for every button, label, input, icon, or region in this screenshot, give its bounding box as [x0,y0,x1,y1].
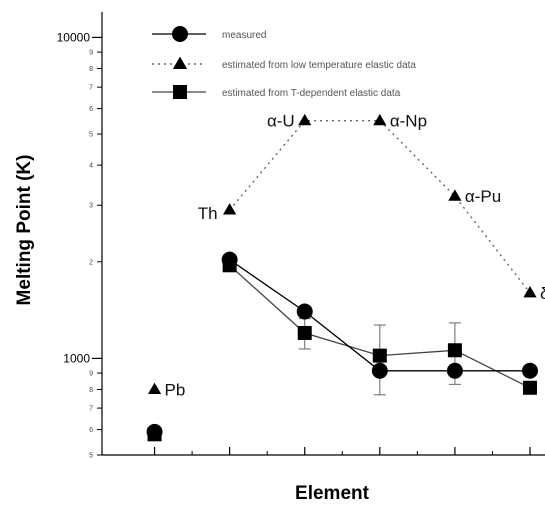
legend-marker-circle [172,26,188,42]
y-minor-tick-label: 7 [89,85,93,92]
legend-marker-square [173,85,187,99]
series-circle-point [446,362,463,379]
legend-entry: estimated from T-dependent elastic data [222,88,401,99]
annotation-label: α-Np [390,112,427,131]
y-minor-tick-label: 8 [89,66,93,73]
series-square-point [372,348,387,363]
y-minor-tick-label: 2 [89,259,93,266]
y-minor-tick-label: 4 [89,163,93,170]
series-circle-point [521,362,538,379]
y-minor-tick-label: 5 [89,132,93,139]
series-circle-point [371,362,388,379]
y-minor-tick-label: 5 [89,453,93,460]
y-tick-label: 1000 [63,351,90,365]
y-minor-tick-label: 9 [89,371,93,378]
annotation-label: Th [198,204,218,223]
series-square-point [297,325,312,340]
series-triangle-point [298,113,312,126]
series-triangle-point [448,189,462,201]
series-triangle-line [229,120,531,294]
legend-entry: estimated from low temperature elastic d… [222,60,416,71]
series-circle-point [146,423,163,440]
series-triangle-point [373,113,387,126]
x-axis-label: Element [295,483,370,504]
y-tick-label: 10000 [57,30,91,44]
annotation-label: δ-Pu [540,284,545,303]
series-triangle-point [223,203,237,215]
annotation-label: Pb [165,380,186,399]
y-minor-tick-label: 6 [89,427,93,434]
series-circle-point [296,303,313,320]
y-minor-tick-label: 3 [89,203,93,210]
annotation-label: α-U [267,112,295,131]
series-square-point [522,380,537,395]
series-triangle-point [147,382,162,395]
series-triangle-point [523,286,537,298]
y-axis-label: Melting Point (K) [14,155,35,306]
legend-entry: measured [222,30,266,41]
y-minor-tick-label: 6 [89,106,93,113]
y-minor-tick-label: 9 [89,50,93,57]
series-square-point [447,343,462,358]
y-minor-tick-label: 7 [89,406,93,413]
y-minor-tick-label: 8 [89,387,93,394]
legend-marker-triangle [172,56,188,69]
plot-area: 1000 10000 5 6 7 8 9 2 3 4 5 6 7 8 9 Pb Th α-U α-Np α-Pu δ-P… [57,12,545,460]
annotation-label: α-Pu [465,187,501,206]
series-circle-point [221,251,238,268]
legend: measured estimated from low temperature e… [152,26,416,99]
